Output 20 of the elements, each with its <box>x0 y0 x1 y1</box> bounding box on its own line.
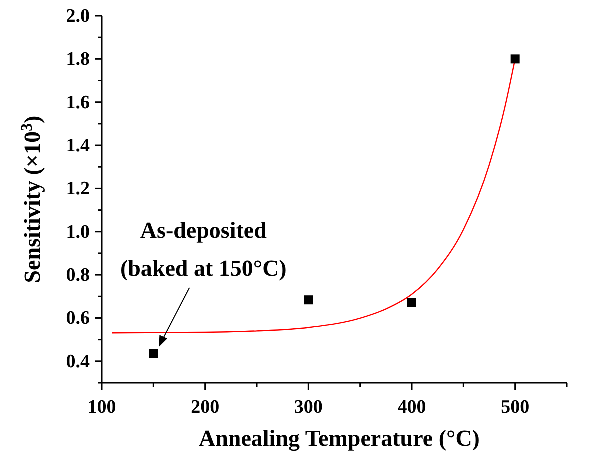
point <box>510 54 520 64</box>
y-tick-label: 0.8 <box>66 265 90 286</box>
point <box>408 298 416 308</box>
y-tick-label: 2.0 <box>66 6 90 27</box>
x-tick-label: 300 <box>294 397 323 418</box>
annotation: As-deposited (baked at 150°C) <box>120 218 287 281</box>
x-axis-title: Annealing Temperature (°C) <box>199 426 480 452</box>
x-tick-label: 500 <box>501 397 530 418</box>
x-tick-label: 400 <box>398 397 426 418</box>
y-tick-label: 0.6 <box>66 308 90 330</box>
y-tick-label: 1.4 <box>66 136 90 157</box>
point <box>304 296 314 305</box>
y-tick-label: 1.2 <box>66 178 90 200</box>
x-tick-label: 100 <box>88 397 116 418</box>
point <box>149 349 158 358</box>
x-tick-label: 200 <box>191 397 220 418</box>
y-tick-label: 0.4 <box>66 351 90 372</box>
y-tick-label: 1.8 <box>66 49 90 70</box>
y-tick-label: 1.6 <box>66 92 90 114</box>
y-tick-label: 1.0 <box>66 222 90 243</box>
